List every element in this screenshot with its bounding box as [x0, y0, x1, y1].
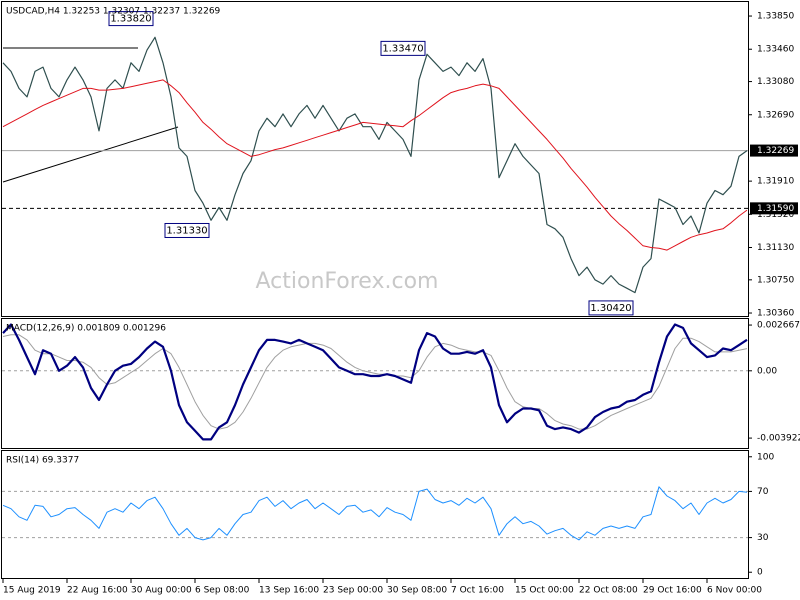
y-tick-label: 1.31130 [757, 243, 794, 253]
annotation: 1.31330 [166, 225, 207, 236]
y-tick-label: 100 [757, 452, 774, 462]
y-tick-label: 1.31520 [757, 210, 794, 220]
x-tick-label: 13 Sep 16:00 [259, 586, 319, 596]
x-tick-label: 15 Oct 00:00 [515, 586, 574, 596]
annotation-box [588, 300, 634, 316]
y-tick-label: 1.33850 [757, 12, 794, 22]
annotation-box [164, 222, 210, 238]
panel-title: RSI(14) 69.3377 [6, 456, 79, 466]
price-label-box [750, 202, 798, 215]
price-label: 1.31590 [757, 204, 794, 214]
y-tick-label: 0.00 [757, 366, 777, 376]
panel-title: USDCAD,H4 1.32253 1.32307 1.32237 1.3226… [6, 7, 221, 17]
series-line [2, 334, 748, 430]
x-tick-label: 29 Oct 16:00 [643, 586, 702, 596]
panel-title: MACD(12,26,9) 0.001809 0.001296 [6, 324, 166, 334]
price-panel [1, 1, 749, 317]
trend-line [2, 126, 179, 183]
x-tick-label: 30 Aug 00:00 [131, 586, 192, 596]
x-tick-label: 22 Aug 16:00 [67, 586, 128, 596]
y-tick-label: -0.003922 [757, 434, 800, 444]
annotation: 1.33470 [382, 43, 423, 54]
x-tick-label: 6 Nov 00:00 [707, 586, 762, 596]
rsi-panel [1, 450, 749, 579]
annotation-box [108, 11, 154, 27]
x-tick-label: 22 Oct 08:00 [579, 586, 638, 596]
x-tick-label: 23 Sep 00:00 [323, 586, 383, 596]
y-tick-label: 1.33460 [757, 45, 794, 55]
x-tick-label: 15 Aug 2019 [3, 586, 61, 596]
series-line [2, 79, 748, 251]
x-tick-label: 7 Oct 16:00 [451, 586, 504, 596]
y-tick-label: 1.33080 [757, 77, 794, 87]
price-label: 1.32269 [757, 146, 794, 156]
series-line [2, 323, 748, 441]
y-tick-label: 1.30750 [757, 275, 794, 285]
annotation: 1.30420 [590, 303, 631, 314]
x-tick-label: 6 Sep 08:00 [195, 586, 250, 596]
price-label-box [750, 144, 798, 157]
y-tick-label: 0 [757, 568, 763, 578]
y-tick-label: 1.30360 [757, 309, 794, 319]
y-tick-label: 70 [757, 487, 769, 497]
x-tick-label: 30 Sep 08:00 [387, 586, 447, 596]
annotation: 1.33820 [110, 14, 151, 25]
series-line [2, 36, 748, 294]
y-tick-label: 30 [757, 533, 769, 543]
watermark: ActionForex.com [256, 269, 439, 294]
annotation-box [380, 40, 426, 56]
y-tick-label: 1.32690 [757, 110, 794, 120]
macd-panel [1, 318, 749, 449]
y-tick-label: 0.002667 [757, 321, 800, 331]
y-tick-label: 1.31910 [757, 177, 794, 187]
series-line [2, 486, 748, 541]
